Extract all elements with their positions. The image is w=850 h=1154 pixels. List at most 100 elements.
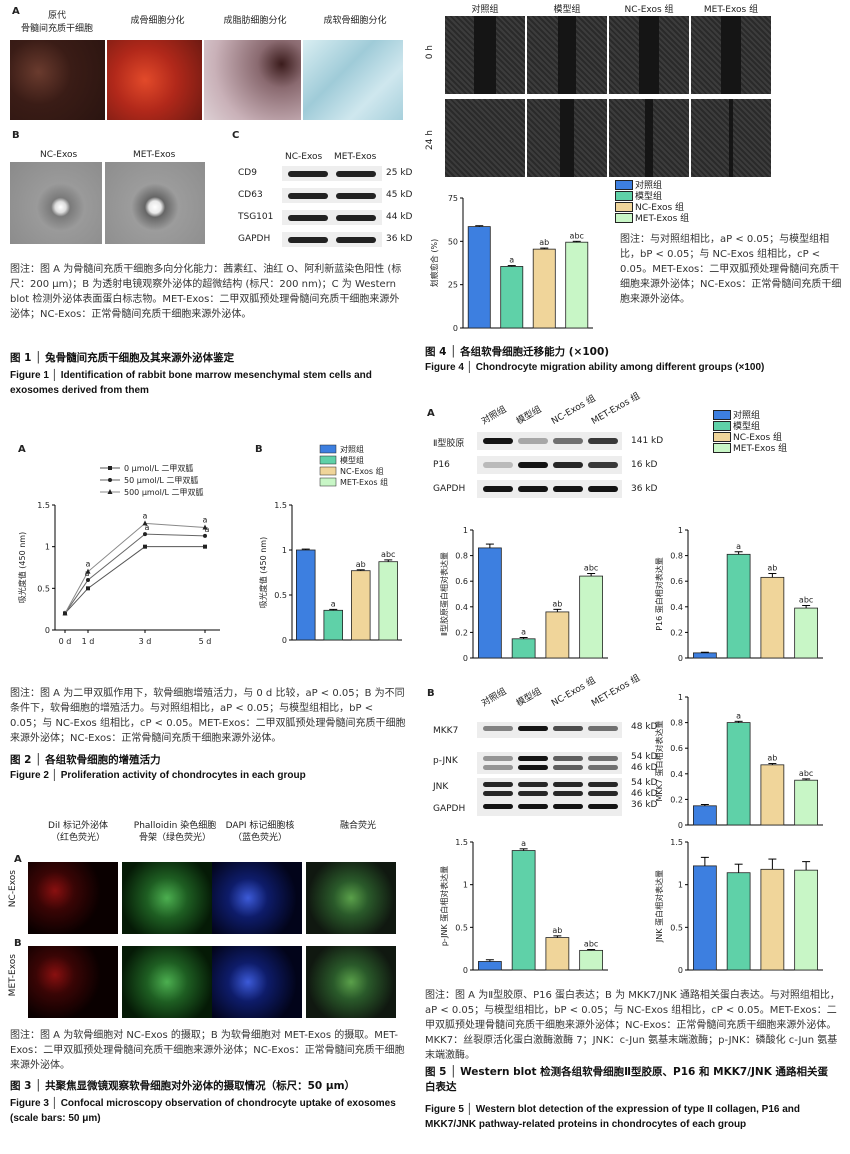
- figure-2: A B 0 0.5 1 1.5 0 d 1 d 3 d 5 d 吸光度值 (450 nm) 0 μ…: [0, 430, 420, 790]
- panel-label: C: [232, 130, 240, 141]
- legend-swatch: [713, 443, 731, 453]
- y-tick-label: 0: [45, 626, 50, 635]
- legend-swatch: [319, 477, 337, 487]
- tem-image-nc-exos: [10, 162, 102, 244]
- blot-col-label: NC-Exos: [285, 152, 323, 162]
- sig-label: ab: [767, 754, 777, 763]
- sig-label: a: [203, 516, 208, 525]
- y-tick-label: 0: [463, 654, 468, 663]
- figure-1-title-cn: 图 1 │ 兔骨髓间充质干细胞及其来源外泌体鉴定: [10, 352, 235, 364]
- blot-band: [483, 462, 513, 468]
- tile-label: 原代 骨髓间充质干细胞: [20, 11, 93, 34]
- figure-2-title-cn: 图 2 │ 各组软骨细胞的增殖活力: [10, 754, 161, 766]
- sig-label: abc: [584, 564, 598, 573]
- scratch-gap: [729, 99, 733, 177]
- sig-label: a: [331, 599, 336, 608]
- blot-lane: [282, 166, 382, 181]
- blot-band: [288, 215, 328, 221]
- figure-5-note: 图注：图 A 为Ⅱ型胶原、P16 蛋白表达；B 为 MKK7/JNK 通路相关蛋…: [425, 990, 840, 1061]
- blot-band: [588, 438, 618, 444]
- y-tick-label: 25: [448, 281, 458, 290]
- figure-5: A 对照组 模型组 NC-Exos 组 MET-Exos 组 Ⅱ型胶原 141 kD P1…: [425, 391, 850, 1154]
- blot-band: [518, 804, 548, 809]
- y-tick-label: 1: [678, 881, 683, 890]
- blot-lane: [477, 480, 622, 498]
- y-tick-label: 0.5: [455, 923, 468, 932]
- micrograph-primary-bmsc: [10, 40, 105, 120]
- figure-4-title-en: Figure 4 │ Chondrocyte migration ability…: [425, 362, 765, 373]
- blot-kd-label: 25 kD: [386, 168, 413, 178]
- blot-lane: [477, 456, 622, 474]
- y-tick-label: 1.5: [37, 501, 50, 510]
- bar: [794, 779, 818, 826]
- figure-3: DiI 标记外泌体 （红色荧光） Phalloidin 染色细胞 骨架（绿色荧光）…: [0, 820, 420, 1154]
- blot-kd-label: 141 kD: [631, 436, 664, 446]
- blot-lane: [282, 210, 382, 225]
- legend-label: NC-Exos 组: [733, 433, 783, 443]
- data-point: [86, 586, 90, 591]
- row-header: MET-Exos: [8, 954, 18, 997]
- figure-3-title-en: Figure 3 │ Confocal microscopy observati…: [10, 1098, 396, 1124]
- blot-row-label: MKK7: [433, 726, 459, 736]
- y-tick-label: 0.6: [670, 577, 683, 586]
- figure-4-note: 图注：与对照组相比，aP < 0.05；与模型组相比，bP < 0.05；与 N…: [620, 234, 842, 305]
- blot-lane: [477, 778, 622, 800]
- y-tick-label: 1.5: [455, 838, 468, 847]
- blot-lane: [477, 752, 622, 774]
- blot-kd-label: 45 kD: [386, 190, 413, 200]
- y-axis-label: p-JNK 蛋白相对表达量: [439, 866, 449, 947]
- scratch-micrograph: [527, 99, 607, 177]
- bar: [323, 609, 344, 641]
- y-tick-label: 0.2: [670, 795, 683, 804]
- blot-col-label: MET-Exos: [334, 152, 377, 162]
- blot-band: [288, 171, 328, 177]
- bar: [794, 869, 818, 971]
- confocal-micrograph: [212, 862, 302, 934]
- y-tick-label: 0.2: [670, 628, 683, 637]
- row-header: 0 h: [425, 45, 435, 60]
- blot-band: [336, 237, 376, 243]
- confocal-micrograph: [306, 946, 396, 1018]
- sig-label: ab: [356, 560, 366, 569]
- figure-1-title-en: Figure 1 │ Identification of rabbit bone…: [10, 370, 372, 396]
- sig-label: a: [521, 628, 526, 637]
- chart-proliferation-line: 0 0.5 1 1.5 0 d 1 d 3 d 5 d 吸光度值 (450 nm) 0 μmol/…: [17, 463, 220, 646]
- y-tick-label: 1.5: [274, 501, 287, 510]
- micrograph-chondrogenic: [303, 40, 403, 120]
- legend-label: 模型组: [635, 192, 663, 202]
- y-tick-label: 1: [678, 693, 683, 702]
- panel-label: B: [12, 130, 20, 141]
- blot-band: [483, 765, 513, 770]
- blot-row-label: P16: [433, 460, 450, 470]
- scratch-gap: [721, 16, 741, 94]
- legend-label: 对照组: [733, 411, 761, 421]
- blot-lane: [477, 800, 622, 816]
- data-point: [142, 520, 148, 526]
- blot-band: [518, 438, 548, 444]
- series-line: [64, 546, 205, 614]
- bar: [545, 611, 570, 659]
- y-tick-label: 0.2: [455, 628, 468, 637]
- panel-label: A: [12, 6, 20, 17]
- column-header: 融合荧光: [339, 821, 376, 831]
- row-header: NC-Exos: [8, 870, 18, 908]
- confocal-micrograph: [212, 946, 302, 1018]
- blot-band: [553, 782, 583, 787]
- column-header: MET-Exos 组: [703, 5, 759, 15]
- figure-1-note: 图注：图 A 为骨髓间充质干细胞多向分化能力：茜素红、油红 O、阿利新蓝染色阳性…: [10, 264, 402, 320]
- bar: [500, 266, 524, 329]
- legend-marker: [107, 489, 113, 494]
- sig-label: a: [145, 523, 150, 532]
- y-tick-label: 0: [453, 324, 458, 333]
- bar: [478, 547, 502, 659]
- column-header: DiI 标记外泌体 （红色荧光）: [48, 821, 108, 843]
- bar: [579, 949, 603, 971]
- y-tick-label: 1: [463, 881, 468, 890]
- bar: [760, 576, 785, 659]
- legend-label: NC-Exos 组: [340, 466, 384, 476]
- y-tick-label: 1: [678, 526, 683, 535]
- legend-label: 50 μmol/L 二甲双胍: [124, 475, 198, 485]
- legend-swatch: [319, 455, 337, 465]
- lane-header: 对照组: [480, 404, 509, 427]
